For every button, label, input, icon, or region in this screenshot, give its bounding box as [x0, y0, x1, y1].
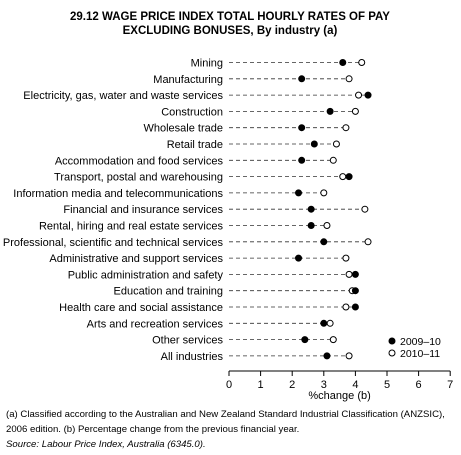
marker-2010-11 [326, 319, 334, 327]
legend-marker [388, 349, 396, 357]
marker-2009-10 [326, 107, 334, 115]
marker-2009-10 [351, 270, 359, 278]
marker-2009-10 [345, 173, 353, 181]
marker-2010-11 [329, 156, 337, 164]
marker-2010-11 [361, 205, 369, 213]
marker-2010-11 [329, 336, 337, 344]
category-label: Mining [191, 58, 223, 70]
category-label: Construction [161, 106, 223, 118]
source-note: Source: Labour Price Index, Australia (6… [6, 439, 206, 450]
legend-marker [388, 337, 396, 345]
marker-2009-10 [320, 238, 328, 246]
marker-2010-11 [320, 189, 328, 197]
category-label: Professional, scientific and technical s… [3, 237, 224, 249]
notes: (a) Classified according to the Australi… [6, 407, 458, 452]
marker-2009-10 [351, 287, 359, 295]
marker-2010-11 [345, 352, 353, 360]
marker-2009-10 [298, 75, 306, 83]
marker-2009-10 [310, 140, 318, 148]
marker-2009-10 [298, 156, 306, 164]
x-axis-title: %change (b) [308, 390, 370, 402]
category-label: Other services [152, 335, 223, 347]
category-label: Rental, hiring and real estate services [39, 221, 224, 233]
category-label: Transport, postal and warehousing [54, 172, 223, 184]
category-label: Administrative and support services [49, 253, 223, 265]
marker-2010-11 [345, 270, 353, 278]
category-label: Manufacturing [153, 74, 223, 86]
marker-2010-11 [364, 238, 372, 246]
x-tick-label: 2 [289, 379, 295, 391]
marker-2009-10 [307, 222, 315, 229]
x-tick-label: 1 [258, 379, 264, 391]
category-rows: Mining Manufacturing Electricity, gas, wat… [3, 58, 369, 363]
marker-2009-10 [351, 303, 359, 311]
marker-2010-11 [332, 140, 340, 148]
marker-2009-10 [298, 124, 306, 132]
category-label: Arts and recreation services [87, 318, 224, 330]
category-label: Public administration and safety [68, 269, 224, 281]
marker-2009-10 [295, 189, 303, 197]
marker-2009-10 [339, 59, 347, 66]
marker-2009-10 [301, 336, 309, 344]
legend-label: 2009–10 [400, 336, 441, 348]
marker-2010-11 [342, 254, 350, 262]
chart-title-line-2: EXCLUDING BONUSES, By industry (a) [123, 25, 338, 37]
marker-2010-11 [351, 107, 359, 115]
category-label: All industries [161, 351, 224, 363]
marker-2010-11 [358, 59, 366, 66]
marker-2010-11 [342, 303, 350, 311]
marker-2010-11 [355, 91, 363, 99]
marker-2010-11 [345, 75, 353, 83]
data-markers [295, 59, 372, 360]
marker-2010-11 [323, 222, 331, 229]
marker-2010-11 [342, 124, 350, 132]
category-label: Electricity, gas, water and waste servic… [23, 90, 223, 102]
x-axis: 0 1 2 3 4 5 6 7 %change (b) [226, 370, 453, 402]
category-label: Health care and social assistance [59, 302, 223, 314]
x-tick-label: 4 [352, 379, 358, 391]
category-label: Accommodation and food services [55, 155, 224, 167]
marker-2009-10 [295, 254, 303, 262]
x-tick-label: 0 [226, 379, 232, 391]
footnote: (a) Classified according to the Australi… [6, 409, 445, 435]
x-tick-label: 6 [416, 379, 422, 391]
marker-2010-11 [339, 173, 347, 181]
marker-2009-10 [320, 319, 328, 327]
marker-2009-10 [364, 91, 372, 99]
category-label: Retail trade [167, 139, 223, 151]
x-tick-label: 5 [384, 379, 390, 391]
x-tick-label: 3 [321, 379, 327, 391]
category-label: Financial and insurance services [63, 204, 223, 216]
legend-label: 2010–11 [400, 348, 440, 360]
x-tick-label: 7 [447, 379, 453, 391]
marker-2009-10 [323, 352, 331, 360]
category-label: Wholesale trade [144, 123, 224, 135]
category-label: Education and training [114, 286, 223, 298]
chart-title-line-1: 29.12 WAGE PRICE INDEX TOTAL HOURLY RATE… [70, 11, 390, 23]
category-label: Information media and telecommunications [13, 188, 223, 200]
marker-2009-10 [307, 205, 315, 213]
